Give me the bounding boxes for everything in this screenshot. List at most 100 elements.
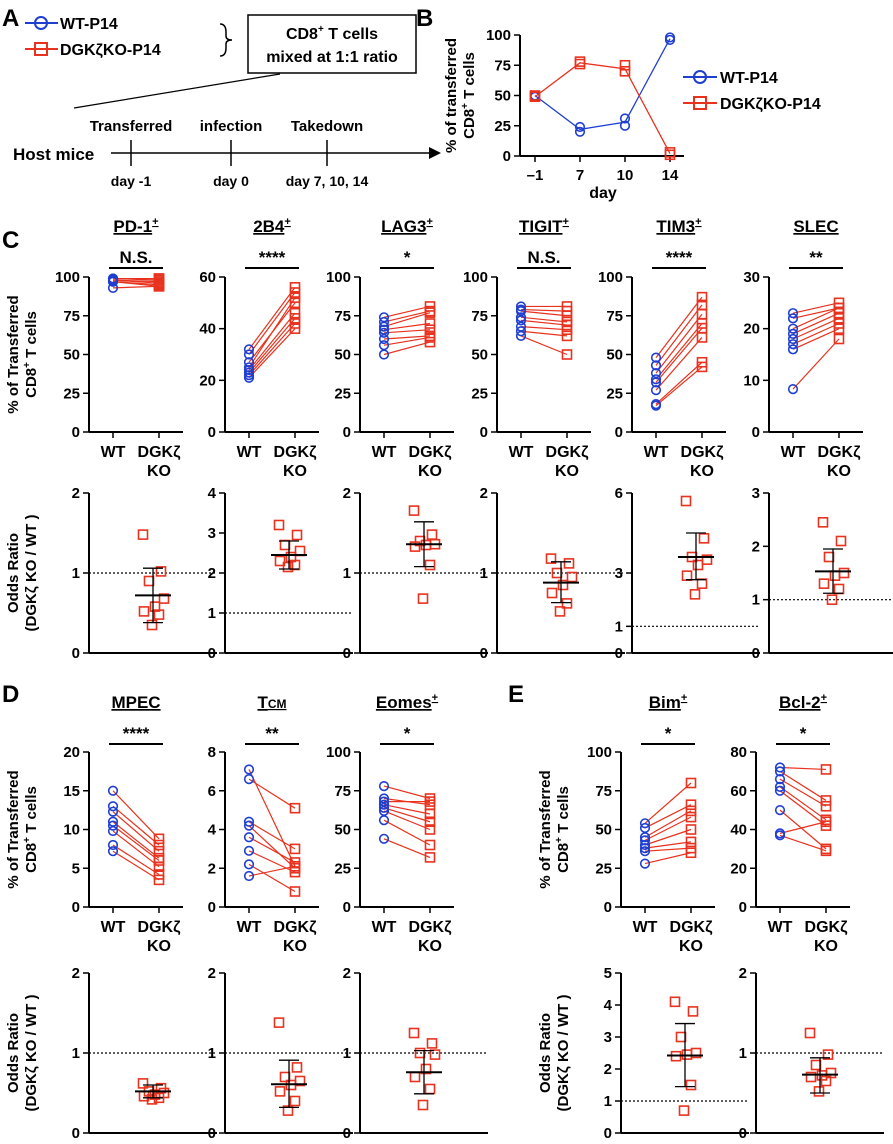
pair-line xyxy=(779,821,827,834)
pair-line xyxy=(644,847,692,852)
wt-point xyxy=(243,349,255,360)
pair-line xyxy=(520,326,568,331)
chart-c-tigit-or: 0 1 2 xyxy=(480,485,625,662)
ko-point xyxy=(696,291,708,303)
chart-c-lag3: 0 25 50 75 100 WT DGKζ KO LAG3+ * xyxy=(326,216,454,480)
ko-point xyxy=(153,874,165,886)
x-tick-label-ko: DGKζ xyxy=(138,444,182,461)
ko-point xyxy=(664,147,676,158)
wt-point xyxy=(243,816,255,827)
event-takedown: Takedown xyxy=(291,118,363,135)
odds-point xyxy=(813,1086,825,1097)
pair-line xyxy=(112,830,160,868)
x-tick-label-ko-line2: KO xyxy=(690,463,714,480)
odds-point xyxy=(282,1105,294,1116)
pair-line xyxy=(112,850,160,881)
y-axis-label-line2: (DGKζ KO / WT ) xyxy=(555,995,572,1112)
ko-point xyxy=(561,324,573,336)
wt-point xyxy=(639,858,651,869)
odds-point xyxy=(138,606,150,617)
legend-b-ko-icon xyxy=(693,96,707,110)
x-tick-label-wt: WT xyxy=(509,444,534,461)
significance-label: ** xyxy=(265,724,279,743)
wt-point xyxy=(107,825,119,837)
y-tick-label: 0 xyxy=(343,899,351,916)
wt-point xyxy=(378,815,390,826)
x-tick-label-ko-line2: KO xyxy=(147,463,171,480)
wt-point xyxy=(378,327,390,338)
ko-point xyxy=(685,799,697,811)
significance-label: ** xyxy=(809,248,823,267)
odds-point xyxy=(678,1105,690,1116)
x-tick-label-wt: WT xyxy=(372,919,397,936)
y-tick-label: 25 xyxy=(471,385,488,402)
odds-point xyxy=(424,1083,436,1095)
y-tick-label: 25 xyxy=(334,385,351,402)
x-tick-label-ko: DGKζ xyxy=(409,444,453,461)
y-tick-label: 25 xyxy=(595,860,612,877)
ko-point xyxy=(820,816,832,828)
event-infection: infection xyxy=(200,118,263,135)
odds-point xyxy=(817,517,829,528)
ko-point xyxy=(289,866,301,878)
x-tick-label-ko: DGKζ xyxy=(274,444,318,461)
ko-point xyxy=(685,847,697,859)
y-tick-label: 75 xyxy=(494,57,511,74)
pair-line xyxy=(383,310,431,323)
wt-point xyxy=(650,374,662,385)
ko-point xyxy=(561,349,573,360)
chart-b-timecourse: 0 25 50 75 100 –1 7 10 14 day % of transferred CD8+… xyxy=(443,27,684,202)
ko-point xyxy=(289,323,301,334)
y-axis-label-part: (DGKζ KO / WT ) xyxy=(23,995,40,1112)
wt-point xyxy=(650,385,662,396)
ko-point xyxy=(424,839,436,851)
ko-point xyxy=(153,280,165,292)
y-tick-label: 75 xyxy=(334,308,351,325)
chart-d-mpec-or: 0 1 2 Odds Ratio (DGKζ KO / WT ) xyxy=(5,965,217,1142)
panel-label-e: E xyxy=(508,681,524,708)
wt-point xyxy=(378,349,390,360)
pair-line xyxy=(520,319,568,326)
chart-title-part: 2B4 xyxy=(253,217,285,236)
wt-point xyxy=(639,839,651,851)
y-axis-label-part: T cells xyxy=(23,311,40,362)
chart-title: 2B4+ xyxy=(253,216,291,236)
wt-point xyxy=(639,842,651,854)
y-tick-label: 50 xyxy=(334,822,351,839)
panel-label-b: B xyxy=(416,5,433,32)
x-tick-label-wt: WT xyxy=(781,444,806,461)
wt-point xyxy=(107,276,119,287)
ko-point xyxy=(153,861,165,873)
wt-point xyxy=(639,832,651,843)
pair-line xyxy=(779,778,827,807)
y-tick-label: 20 xyxy=(199,372,216,389)
x-tick-label-ko-line2: KO xyxy=(283,463,307,480)
odds-point xyxy=(274,555,286,567)
wt-point xyxy=(243,344,255,355)
y-tick-label: 100 xyxy=(55,269,80,286)
y-axis-label-part: (DGKζ KO / WT ) xyxy=(23,515,40,632)
ko-point xyxy=(424,324,436,336)
wt-point xyxy=(107,785,119,796)
y-tick-label: 0 xyxy=(208,645,216,662)
y-axis-label-part: T cells xyxy=(23,786,40,837)
wt-point xyxy=(639,818,651,829)
y-tick-label: 0 xyxy=(604,899,612,916)
y-axis-label-line2: CD8+ T cells xyxy=(460,52,478,139)
ko-point xyxy=(574,56,586,67)
x-tick-label-ko: DGKζ xyxy=(546,444,590,461)
y-axis-label-line1: Odds Ratio xyxy=(5,1013,22,1093)
pair-line xyxy=(644,804,692,829)
y-tick-label: 60 xyxy=(199,269,216,286)
wt-point xyxy=(774,766,786,777)
mix-box-line1: CD8+ T cells xyxy=(286,24,378,43)
chart-title-sup: + xyxy=(563,216,569,228)
chart-title-part: PD-1 xyxy=(113,217,152,236)
y-tick-label: 1 xyxy=(604,1093,612,1110)
y-tick-label: 6 xyxy=(615,485,623,502)
y-axis-label-line1: % of Transferred xyxy=(537,770,554,888)
y-tick-label: 0 xyxy=(72,1125,80,1142)
y-axis-label-line1: % of transferred xyxy=(443,38,460,153)
wt-point xyxy=(243,859,255,870)
